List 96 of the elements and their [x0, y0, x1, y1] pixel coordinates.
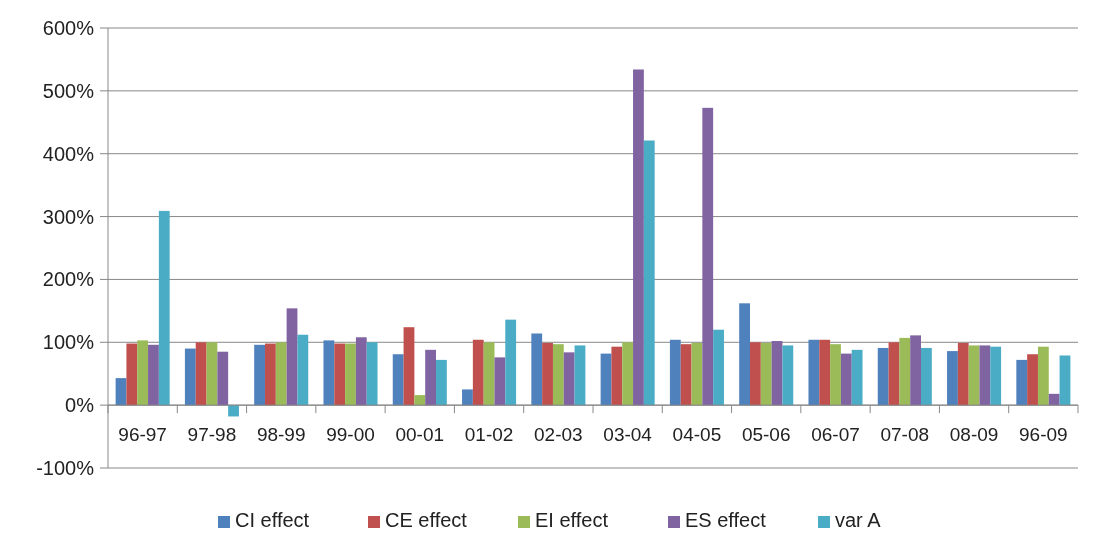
bar [148, 344, 159, 406]
y-tick-label: 200% [42, 268, 95, 291]
bar [1037, 346, 1049, 406]
bar [297, 334, 309, 406]
bar [1048, 393, 1060, 406]
x-tick-label: 06-07 [811, 424, 860, 446]
bar [968, 345, 980, 406]
bar [910, 335, 921, 406]
bar [808, 339, 820, 406]
bar [531, 333, 543, 406]
bar [462, 389, 473, 406]
bar [494, 357, 506, 406]
bar [622, 342, 634, 406]
y-tick-label: 0% [65, 394, 95, 417]
bar [600, 353, 612, 406]
bar [1059, 355, 1071, 406]
y-tick-label: 300% [42, 205, 95, 228]
bar [760, 342, 772, 406]
bar [366, 342, 378, 406]
x-tick-label: 08-09 [949, 424, 999, 446]
bar [840, 353, 852, 406]
x-tick-label: 97-98 [187, 424, 237, 446]
bar [851, 349, 863, 406]
bar [574, 345, 586, 406]
bar [947, 351, 958, 406]
bar [228, 405, 239, 417]
bar [137, 340, 149, 406]
y-tick-label: 400% [42, 142, 95, 165]
bar [265, 343, 276, 406]
bar [739, 303, 750, 406]
bar [403, 327, 415, 406]
bar [275, 342, 287, 406]
bar [392, 354, 404, 406]
y-tick-label: -100% [36, 457, 95, 479]
bar [563, 352, 575, 406]
bar [345, 343, 356, 406]
x-tick-label: 04-05 [672, 424, 722, 446]
bar [611, 346, 623, 406]
bar [702, 107, 714, 406]
bar [472, 339, 484, 406]
bar [254, 344, 265, 406]
bar [771, 341, 783, 406]
bar [1027, 354, 1038, 406]
bar [633, 69, 644, 406]
bar [158, 210, 170, 406]
bar [286, 308, 298, 406]
bar [921, 347, 932, 406]
bar [1016, 359, 1028, 406]
bar [542, 342, 553, 406]
legend-label: var A [835, 509, 882, 531]
bar [552, 344, 564, 406]
bar [184, 348, 196, 406]
bar [669, 339, 681, 406]
x-tick-label: 00-01 [395, 424, 445, 446]
bar [899, 337, 911, 406]
bar [126, 343, 138, 406]
x-tick-label: 03-04 [603, 424, 653, 446]
bar [643, 140, 655, 406]
legend-label: EI effect [535, 509, 609, 531]
bar [830, 344, 841, 406]
x-tick-label: 99-00 [326, 424, 375, 446]
bar [195, 342, 207, 406]
bar [691, 342, 703, 406]
bar [425, 349, 436, 406]
x-tick-label: 07-08 [880, 424, 930, 446]
bar [888, 342, 900, 406]
legend-label: ES effect [685, 509, 767, 531]
x-tick-label: 98-99 [256, 424, 306, 446]
x-tick-label: 96-97 [118, 424, 167, 446]
bar [334, 343, 346, 406]
bar [436, 359, 447, 406]
bar [819, 339, 831, 406]
x-tick-label: 02-03 [534, 424, 583, 446]
bar [414, 395, 426, 406]
bar [782, 345, 794, 406]
bar [979, 345, 991, 406]
bar [217, 351, 229, 406]
bar [990, 346, 1002, 406]
legend-label: CI effect [235, 509, 310, 531]
x-tick-label: 01-02 [464, 424, 514, 446]
bar [750, 342, 761, 406]
y-tick-label: 600% [42, 17, 95, 39]
x-tick-label: 05-06 [741, 424, 791, 446]
bar [505, 319, 517, 406]
legend-label: CE effect [385, 509, 468, 531]
bar [713, 329, 724, 406]
bar [355, 337, 367, 406]
bar [323, 340, 335, 406]
y-tick-label: 100% [42, 331, 95, 354]
bar [206, 342, 218, 406]
bar [877, 347, 889, 406]
bar [957, 342, 969, 406]
y-tick-label: 500% [42, 79, 95, 102]
bar [680, 344, 692, 406]
x-tick-label: 96-09 [1019, 424, 1068, 446]
bar [483, 342, 495, 406]
